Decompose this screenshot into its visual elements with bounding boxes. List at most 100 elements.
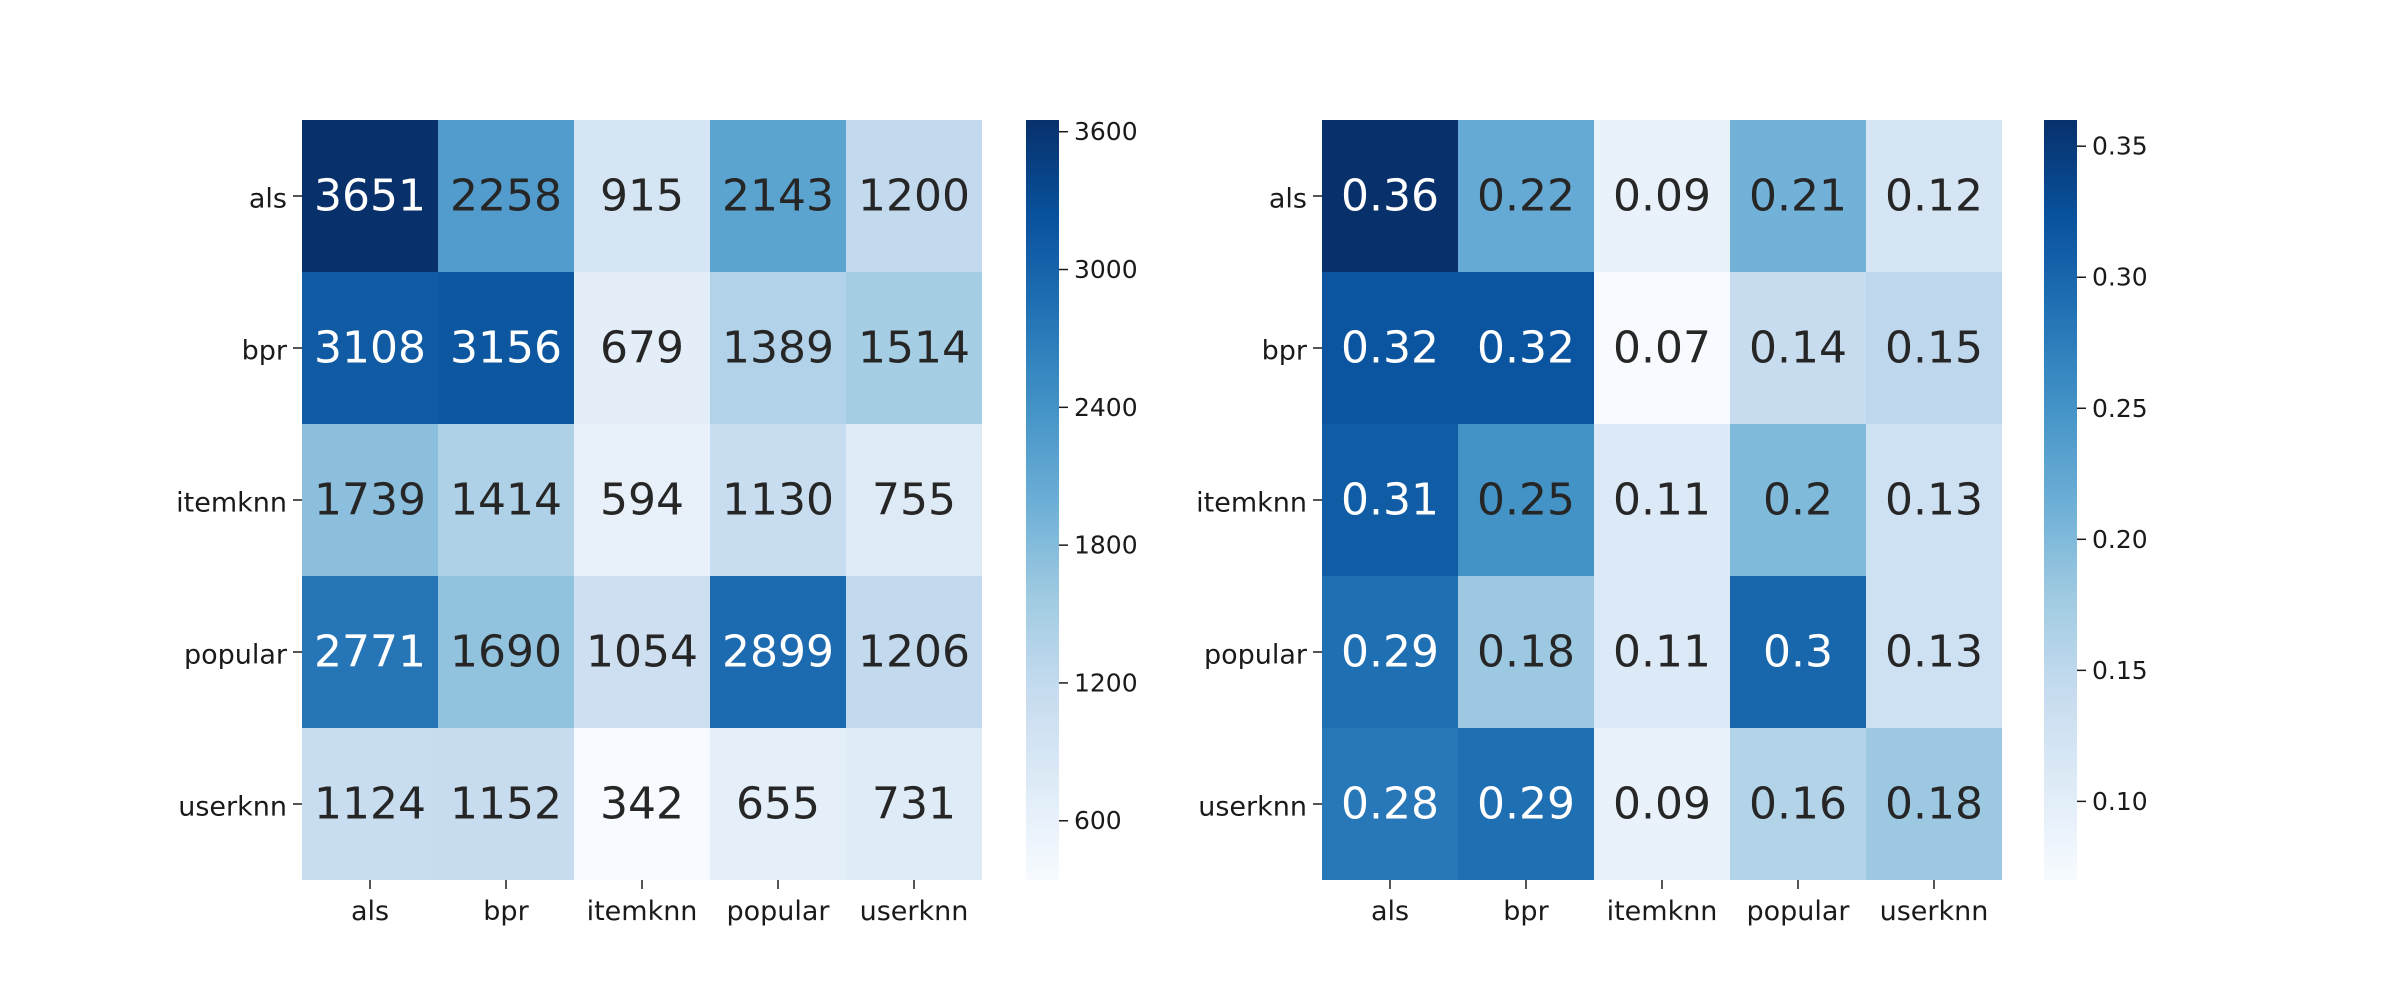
heatmap-cell <box>1458 728 1594 880</box>
x-tick-label: bpr <box>483 896 529 927</box>
cell-value-label: 0.16 <box>1749 779 1847 830</box>
colorbar-tick-label: 3600 <box>1074 117 1138 146</box>
cell-value-label: 3651 <box>314 171 426 222</box>
heatmap-cell <box>574 120 710 272</box>
heatmap-cell <box>710 424 846 576</box>
heatmap-cell <box>710 576 846 728</box>
heatmap-cell <box>1322 272 1458 424</box>
heatmap-cell <box>1730 576 1866 728</box>
heatmap-cell <box>710 728 846 880</box>
heatmap-cell <box>438 424 574 576</box>
colorbar-tick-label: 0.25 <box>2092 394 2148 423</box>
cell-value-label: 3156 <box>450 323 562 374</box>
heatmap-cell <box>1458 272 1594 424</box>
heatmap-cell <box>438 728 574 880</box>
y-tick-label: popular <box>1204 640 1308 671</box>
colorbar-tick-label: 0.35 <box>2092 132 2148 161</box>
heatmap-cell <box>574 576 710 728</box>
heatmap-cell <box>574 272 710 424</box>
heatmap-cell <box>574 728 710 880</box>
y-tick-label: userknn <box>178 792 287 823</box>
x-tick-label: popular <box>726 896 830 927</box>
heatmap-cell <box>846 120 982 272</box>
cell-value-label: 1690 <box>450 627 562 678</box>
cell-value-label: 0.15 <box>1885 323 1983 374</box>
cell-value-label: 0.32 <box>1477 323 1575 374</box>
cell-value-label: 2258 <box>450 171 562 222</box>
y-tick-label: itemknn <box>176 488 287 519</box>
cell-value-label: 0.36 <box>1341 171 1439 222</box>
heatmap-cell <box>1322 424 1458 576</box>
heatmap-cell <box>302 576 438 728</box>
heatmap-cell <box>846 424 982 576</box>
heatmap-cell <box>1594 272 1730 424</box>
heatmap-cell <box>1458 120 1594 272</box>
cell-value-label: 0.07 <box>1613 323 1711 374</box>
cell-value-label: 0.29 <box>1341 627 1439 678</box>
cell-value-label: 0.3 <box>1763 627 1833 678</box>
cell-value-label: 2899 <box>722 627 834 678</box>
heatmap-cell <box>1594 728 1730 880</box>
cell-value-label: 0.18 <box>1885 779 1983 830</box>
heatmap-cell <box>710 272 846 424</box>
x-tick-label: popular <box>1746 896 1850 927</box>
heatmap-cell <box>574 424 710 576</box>
x-tick-label: als <box>1371 896 1409 927</box>
heatmap-cell <box>1322 120 1458 272</box>
heatmap-cell <box>846 728 982 880</box>
colorbar <box>2044 120 2077 880</box>
heatmap-cell <box>302 120 438 272</box>
y-tick-label: userknn <box>1198 792 1307 823</box>
colorbar-tick-label: 0.30 <box>2092 263 2148 292</box>
cell-value-label: 0.22 <box>1477 171 1575 222</box>
heatmap-cell <box>1866 120 2002 272</box>
heatmap-cell <box>1730 424 1866 576</box>
y-tick-label: popular <box>184 640 288 671</box>
cell-value-label: 0.11 <box>1613 475 1711 526</box>
heatmap-cell <box>302 272 438 424</box>
cell-value-label: 0.12 <box>1885 171 1983 222</box>
heatmap-cell <box>438 272 574 424</box>
cell-value-label: 594 <box>600 475 684 526</box>
heatmap-cell <box>710 120 846 272</box>
x-tick-label: userknn <box>860 896 969 927</box>
heatmap-cell <box>438 120 574 272</box>
heatmap-cell <box>1594 120 1730 272</box>
heatmap-cell <box>1458 576 1594 728</box>
cell-value-label: 915 <box>600 171 684 222</box>
cell-value-label: 1152 <box>450 779 562 830</box>
colorbar-tick-label: 0.10 <box>2092 787 2148 816</box>
cell-value-label: 0.2 <box>1763 475 1833 526</box>
cell-value-label: 3108 <box>314 323 426 374</box>
heatmap-cell <box>302 728 438 880</box>
heatmap-cell <box>1866 424 2002 576</box>
heatmap-cell <box>1730 120 1866 272</box>
y-tick-label: als <box>249 184 287 215</box>
heatmap-cell <box>1594 576 1730 728</box>
x-tick-label: itemknn <box>587 896 698 927</box>
cell-value-label: 1124 <box>314 779 426 830</box>
colorbar-tick-label: 2400 <box>1074 393 1138 422</box>
x-tick-label: userknn <box>1880 896 1989 927</box>
x-tick-label: bpr <box>1503 896 1549 927</box>
cell-value-label: 0.09 <box>1613 171 1711 222</box>
colorbar-tick-label: 1200 <box>1074 668 1138 697</box>
cell-value-label: 0.31 <box>1341 475 1439 526</box>
cell-value-label: 679 <box>600 323 684 374</box>
heatmap-cell <box>1594 424 1730 576</box>
cell-value-label: 1739 <box>314 475 426 526</box>
cell-value-label: 1130 <box>722 475 834 526</box>
cell-value-label: 0.28 <box>1341 779 1439 830</box>
heatmap-panel-ratios: 0.36 0.22 0.09 0.21 0.12 0.32 0.32 0.07 0.14 0.15… <box>1196 120 2148 927</box>
cell-value-label: 1200 <box>858 171 970 222</box>
cell-value-label: 2143 <box>722 171 834 222</box>
colorbar-tick-label: 0.15 <box>2092 656 2148 685</box>
cell-value-label: 0.13 <box>1885 627 1983 678</box>
colorbar-tick-label: 600 <box>1074 806 1122 835</box>
cell-value-label: 731 <box>872 779 956 830</box>
y-tick-label: itemknn <box>1196 488 1307 519</box>
heatmap-cell <box>302 424 438 576</box>
cell-value-label: 655 <box>736 779 820 830</box>
colorbar-tick-label: 0.20 <box>2092 525 2148 554</box>
